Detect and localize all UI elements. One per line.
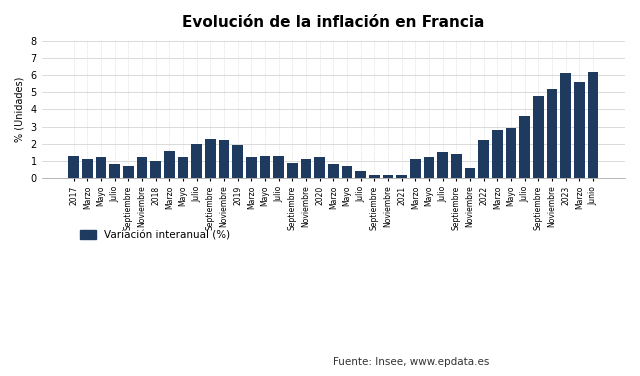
Bar [396, 174, 407, 178]
Bar [328, 164, 339, 178]
Bar [574, 82, 585, 178]
Bar [355, 171, 366, 178]
Bar [369, 174, 380, 178]
Bar [232, 146, 243, 178]
Legend: Variación interanual (%): Variación interanual (%) [76, 226, 234, 244]
Bar [260, 156, 271, 178]
Bar [314, 158, 325, 178]
Bar [547, 89, 557, 178]
Bar [218, 140, 230, 178]
Bar [437, 152, 448, 178]
Bar [342, 166, 353, 178]
Bar [68, 156, 79, 178]
Bar [451, 154, 462, 178]
Bar [424, 158, 435, 178]
Title: Evolución de la inflación en Francia: Evolución de la inflación en Francia [182, 15, 484, 30]
Y-axis label: % (Unidades): % (Unidades) [15, 77, 25, 142]
Bar [82, 159, 93, 178]
Bar [205, 139, 216, 178]
Text: Fuente: Insee, www.epdata.es: Fuente: Insee, www.epdata.es [333, 356, 489, 367]
Bar [123, 166, 134, 178]
Bar [383, 174, 394, 178]
Bar [560, 73, 571, 178]
Bar [506, 128, 516, 178]
Bar [136, 158, 147, 178]
Bar [150, 161, 161, 178]
Bar [287, 163, 298, 178]
Bar [492, 130, 503, 178]
Bar [588, 72, 598, 178]
Bar [95, 158, 106, 178]
Bar [164, 151, 175, 178]
Bar [478, 140, 489, 178]
Bar [465, 168, 476, 178]
Bar [191, 144, 202, 178]
Bar [109, 164, 120, 178]
Bar [410, 159, 421, 178]
Bar [301, 159, 312, 178]
Bar [519, 116, 530, 178]
Bar [177, 158, 188, 178]
Bar [273, 156, 284, 178]
Bar [533, 96, 544, 178]
Bar [246, 158, 257, 178]
